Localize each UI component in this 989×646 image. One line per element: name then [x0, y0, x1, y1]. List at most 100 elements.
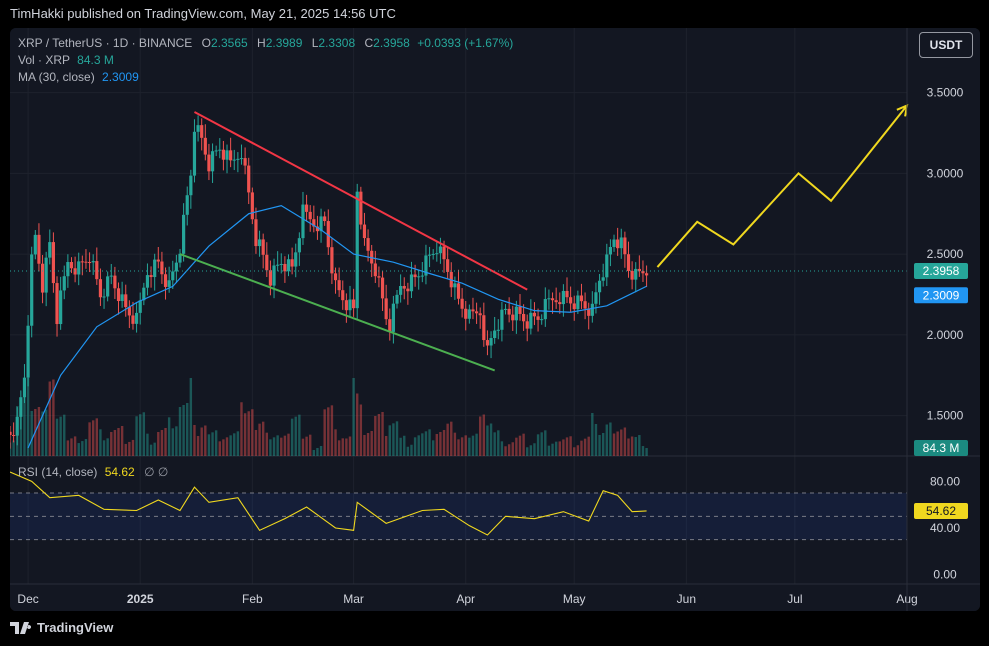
candle-body	[623, 237, 627, 255]
volume-bar	[95, 418, 99, 456]
candle-body	[326, 221, 330, 248]
candle-body	[15, 416, 19, 436]
candle-body	[192, 131, 197, 176]
candle-body	[283, 263, 287, 272]
volume-bar	[124, 443, 127, 456]
volume-bar	[19, 404, 23, 456]
volume-bar	[479, 416, 482, 456]
candle-body	[95, 261, 99, 280]
symbol-legend: XRP / TetherUS · 1D · BINANCE O2.3565 H2…	[18, 36, 513, 50]
volume-bar	[280, 437, 283, 456]
candle-body	[286, 259, 291, 272]
candle-body	[366, 238, 370, 251]
candle-body	[113, 275, 117, 289]
candle-body	[120, 294, 124, 302]
time-axis-label: Apr	[456, 592, 475, 606]
candle-body	[106, 276, 110, 297]
candle-body	[540, 319, 544, 321]
candle-body	[500, 309, 504, 330]
candle-body	[587, 308, 591, 316]
candle-body	[496, 329, 500, 331]
candle-body	[550, 298, 555, 301]
volume-bar	[290, 418, 294, 456]
time-axis-label: Feb	[242, 592, 263, 606]
candle-body	[10, 431, 12, 436]
candle-body	[532, 312, 537, 317]
volume-bar	[370, 431, 373, 456]
candle-body	[323, 216, 327, 222]
candle-body	[413, 274, 417, 278]
last-price-badge-bg	[914, 262, 968, 279]
candle-body	[214, 150, 218, 152]
candle-body	[225, 150, 229, 160]
volume-bar	[323, 409, 326, 456]
candle-body	[377, 276, 381, 278]
candle-body	[250, 192, 254, 220]
low-label: L	[311, 36, 319, 50]
volume-bar	[77, 443, 80, 456]
candle-body	[239, 158, 244, 160]
pane-gap	[10, 464, 907, 468]
candle-body	[438, 246, 443, 254]
tradingview-brand[interactable]: TradingView	[10, 620, 113, 635]
change-value: +0.0393 (+1.67%)	[417, 36, 514, 50]
volume-bar	[634, 437, 637, 456]
volume-bar	[562, 439, 565, 456]
volume-bar	[91, 420, 95, 456]
volume-bar	[446, 423, 449, 456]
volume-bar	[529, 445, 533, 456]
volume-bar	[298, 414, 301, 456]
volume-value: 84.3 M	[77, 53, 114, 67]
candle-body	[33, 234, 37, 255]
rsi-value: 54.62	[104, 465, 135, 479]
candle-body	[590, 303, 594, 316]
candle-body	[243, 158, 247, 166]
volume-bar	[612, 433, 616, 456]
volume-bar	[160, 430, 164, 456]
candle-body	[218, 149, 222, 151]
candle-body	[608, 246, 613, 255]
candle-body	[442, 246, 446, 260]
candle-body	[109, 275, 113, 277]
candle-body	[189, 175, 193, 196]
candle-body	[482, 315, 486, 341]
projection-path	[656, 104, 908, 268]
volume-bar	[522, 433, 525, 456]
volume-legend: Vol · XRP 84.3 M	[18, 53, 114, 67]
candle-body	[261, 239, 265, 255]
volume-bar	[30, 411, 33, 456]
price-chart[interactable]: Dec 2025 Feb Mar Apr May Jun Jul Aug3.50003.0000…	[10, 28, 980, 611]
candle-body	[156, 259, 160, 262]
candle-body	[142, 287, 146, 301]
volume-bar	[186, 403, 189, 456]
candle-body	[529, 312, 533, 329]
currency-button[interactable]: USDT	[919, 32, 973, 58]
candle-body	[471, 309, 475, 312]
volume-bar	[356, 393, 359, 456]
candle-body	[561, 290, 565, 305]
volume-bar	[52, 379, 55, 456]
candle-body	[207, 154, 211, 172]
candle-body	[446, 259, 450, 272]
rsi-extra-values: ∅ ∅	[144, 465, 169, 479]
low-value: 2.3308	[318, 36, 356, 50]
candle-body	[91, 261, 95, 263]
volume-bar	[439, 432, 442, 456]
candle-body	[341, 290, 345, 301]
candle-body	[254, 219, 258, 247]
candle-body	[301, 204, 305, 239]
volume-bar	[81, 441, 84, 456]
volume-bar	[526, 447, 529, 456]
volume-bar	[283, 435, 287, 456]
volume-bar	[374, 416, 377, 456]
support-trendline	[179, 253, 496, 372]
volume-bar	[337, 440, 341, 456]
volume-bar	[10, 442, 12, 456]
volume-bar	[601, 433, 605, 456]
volume-bar	[218, 441, 221, 456]
volume-bar	[139, 414, 142, 456]
price-axis-label: 2.5000	[927, 247, 964, 261]
price-axis-label: 1.5000	[927, 409, 964, 423]
candle-body	[431, 253, 435, 255]
volume-bar	[261, 421, 265, 456]
